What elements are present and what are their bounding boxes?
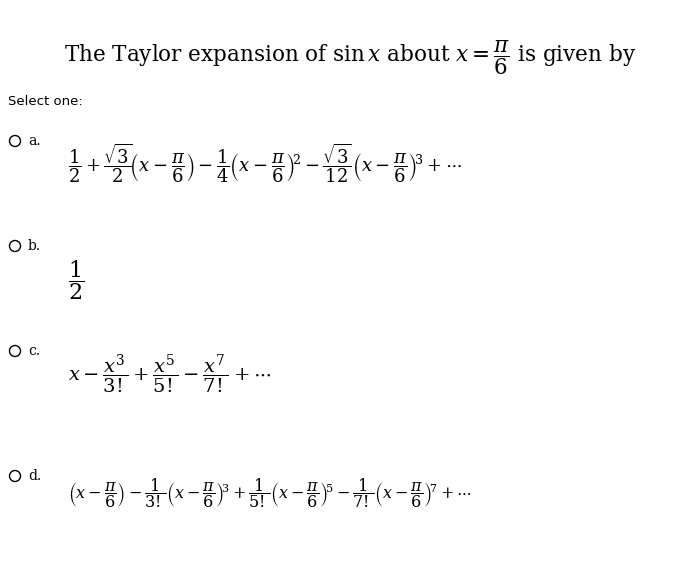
Text: c.: c. xyxy=(28,344,40,358)
Text: a.: a. xyxy=(28,134,41,148)
Text: $\left(x-\dfrac{\pi}{6}\right)-\dfrac{1}{3!}\left(x-\dfrac{\pi}{6}\right)^{\!3}+: $\left(x-\dfrac{\pi}{6}\right)-\dfrac{1}… xyxy=(68,476,472,510)
Text: $\dfrac{1}{2}$: $\dfrac{1}{2}$ xyxy=(68,258,84,302)
Text: d.: d. xyxy=(28,469,41,483)
Text: b.: b. xyxy=(28,239,41,253)
Text: $\dfrac{1}{2}+\dfrac{\sqrt{3}}{2}\!\left(x-\dfrac{\pi}{6}\right)-\dfrac{1}{4}\le: $\dfrac{1}{2}+\dfrac{\sqrt{3}}{2}\!\left… xyxy=(68,141,462,185)
Text: The Taylor expansion of $\sin x$ about $x = \dfrac{\pi}{6}$ is given by: The Taylor expansion of $\sin x$ about $… xyxy=(64,38,636,77)
Text: $x - \dfrac{x^3}{3!} + \dfrac{x^5}{5!} - \dfrac{x^7}{7!} + \cdots$: $x - \dfrac{x^3}{3!} + \dfrac{x^5}{5!} -… xyxy=(68,353,271,396)
Text: Select one:: Select one: xyxy=(8,95,83,108)
